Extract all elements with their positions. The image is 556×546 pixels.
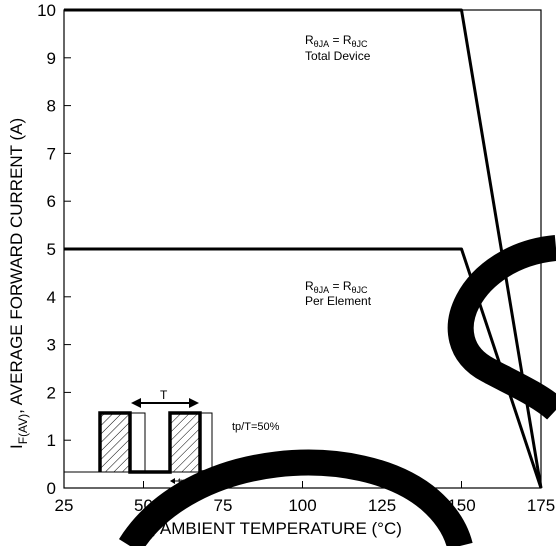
x-tick-label: 75 bbox=[214, 496, 233, 515]
inset-duty-label: tp/T=50% bbox=[232, 421, 280, 433]
y-tick-label: 3 bbox=[47, 336, 56, 355]
watermark bbox=[118, 235, 556, 546]
inset-pulse-outline bbox=[98, 411, 222, 474]
x-tick-label: 175 bbox=[527, 496, 555, 515]
y-ticks: 0 1 2 3 4 5 6 7 8 9 10 bbox=[37, 1, 71, 498]
y-tick-label: 7 bbox=[47, 144, 56, 163]
y-tick-label: 10 bbox=[37, 1, 56, 20]
annotation-per-element: RθJA = RθJC Per Element bbox=[300, 273, 396, 311]
y-tick-label: 5 bbox=[47, 240, 56, 259]
annotation-total-device: RθJA = RθJC Total Device bbox=[300, 28, 394, 66]
y-tick-label: 1 bbox=[47, 431, 56, 450]
inset-T-label: T bbox=[160, 388, 168, 402]
x-tick-label: 100 bbox=[288, 496, 316, 515]
y-tick-label: 9 bbox=[47, 49, 56, 68]
y-axis-title: IF(AV), AVERAGE FORWARD CURRENT (A) bbox=[7, 118, 30, 449]
annotation-total-line1: RθJA = RθJC bbox=[305, 33, 368, 49]
x-ticks: 25 50 75 100 125 150 175 bbox=[55, 481, 555, 515]
x-tick-label: 25 bbox=[55, 496, 74, 515]
annotation-per-line2: Per Element bbox=[305, 294, 372, 308]
y-tick-label: 4 bbox=[47, 288, 56, 307]
y-tick-label: 2 bbox=[47, 383, 56, 402]
y-tick-label: 6 bbox=[47, 192, 56, 211]
series-group bbox=[64, 8, 543, 489]
x-axis-title: TA, AMBIENT TEMPERATURE (°C) bbox=[133, 519, 402, 542]
series-line-1 bbox=[64, 8, 543, 489]
inset-pulse-2 bbox=[170, 413, 200, 472]
inset-waveform: T tp tp/T=50% bbox=[64, 388, 280, 488]
annotation-per-line1: RθJA = RθJC bbox=[305, 279, 368, 295]
x-tick-label: 125 bbox=[368, 496, 396, 515]
y-tick-label: 0 bbox=[47, 479, 56, 498]
annotation-total-line2: Total Device bbox=[305, 49, 371, 63]
y-tick-label: 8 bbox=[47, 97, 56, 116]
inset-pulse-1 bbox=[100, 413, 130, 472]
